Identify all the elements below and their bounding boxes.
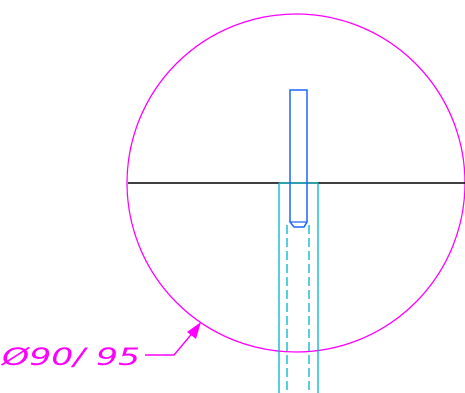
- diameter-dimension: Ø90/ 95: [1, 322, 201, 371]
- pin: [290, 90, 307, 227]
- sleeve-bore: [279, 183, 318, 393]
- pin-outline: [290, 90, 307, 227]
- dimension-leader-line: [145, 330, 195, 355]
- diameter-dimension-label: Ø90/ 95: [1, 343, 140, 371]
